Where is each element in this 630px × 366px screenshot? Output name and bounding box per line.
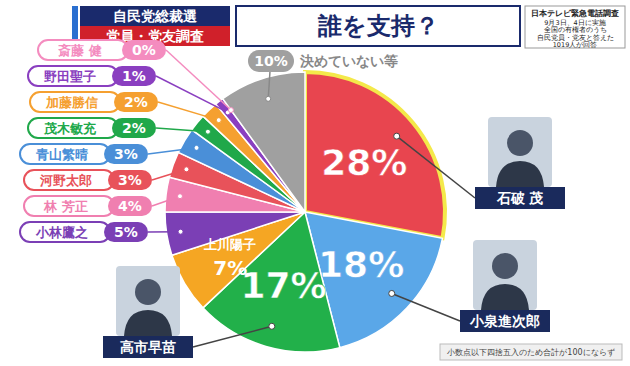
svg-text:斎藤 健: 斎藤 健 xyxy=(58,43,102,58)
svg-text:青山繁晴: 青山繁晴 xyxy=(35,147,88,162)
svg-text:日本テレビ緊急電話調査: 日本テレビ緊急電話調査 xyxy=(531,9,619,18)
svg-text:5%: 5% xyxy=(114,224,138,240)
svg-text:28%: 28% xyxy=(321,142,407,183)
svg-text:自民党総裁選: 自民党総裁選 xyxy=(113,8,198,24)
svg-text:18%: 18% xyxy=(318,244,404,285)
svg-text:1019人が回答: 1019人が回答 xyxy=(553,41,598,49)
svg-text:全国の有権者のうち: 全国の有権者のうち xyxy=(544,26,607,34)
svg-text:10%: 10% xyxy=(254,53,288,69)
svg-text:4%: 4% xyxy=(118,198,142,214)
svg-text:決めていない等: 決めていない等 xyxy=(299,53,398,69)
svg-text:石破 茂: 石破 茂 xyxy=(496,190,544,206)
svg-text:小数点以下四捨五入のため合計が100にならず: 小数点以下四捨五入のため合計が100にならず xyxy=(447,348,614,357)
svg-text:小林鷹之: 小林鷹之 xyxy=(35,225,88,240)
svg-text:茂木敏充: 茂木敏充 xyxy=(43,121,97,136)
svg-text:2%: 2% xyxy=(122,120,146,136)
svg-text:2%: 2% xyxy=(124,94,148,110)
svg-text:加藤勝信: 加藤勝信 xyxy=(45,95,98,110)
svg-text:誰を支持？: 誰を支持？ xyxy=(317,12,439,40)
svg-text:上川陽子: 上川陽子 xyxy=(203,237,256,252)
svg-text:7%: 7% xyxy=(213,256,247,280)
svg-text:3%: 3% xyxy=(118,172,142,188)
svg-text:林 芳正: 林 芳正 xyxy=(43,199,88,214)
svg-text:自民党員・党友と答えた: 自民党員・党友と答えた xyxy=(537,34,614,42)
svg-text:1%: 1% xyxy=(122,68,146,84)
svg-text:河野太郎: 河野太郎 xyxy=(39,173,92,188)
svg-text:野田聖子: 野田聖子 xyxy=(44,69,96,84)
svg-text:3%: 3% xyxy=(114,146,138,162)
svg-text:党員・党友調査: 党員・党友調査 xyxy=(105,28,204,44)
svg-text:17%: 17% xyxy=(240,265,326,306)
svg-text:9月3日、4日に実施: 9月3日、4日に実施 xyxy=(544,19,605,27)
svg-text:小泉進次郎: 小泉進次郎 xyxy=(469,313,540,329)
svg-text:高市早苗: 高市早苗 xyxy=(120,339,176,355)
svg-text:0%: 0% xyxy=(132,42,156,58)
